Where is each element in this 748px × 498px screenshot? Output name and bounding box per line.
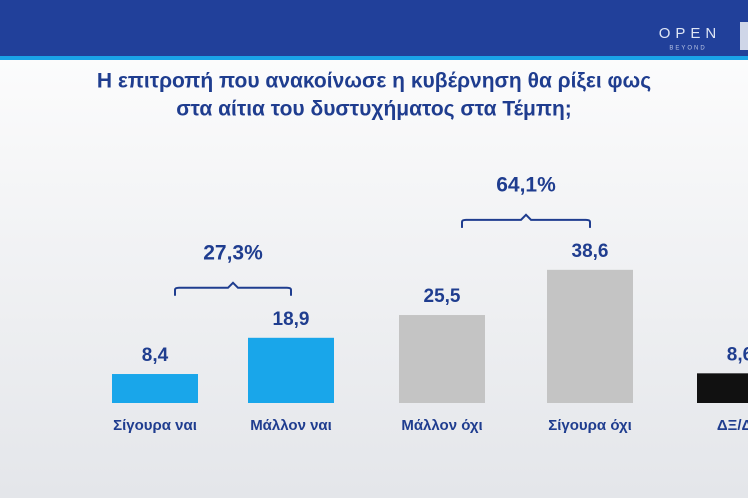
bar [399, 315, 485, 403]
value-label: 8,6 [727, 344, 748, 365]
value-label: 38,6 [572, 241, 609, 262]
group-brace [174, 281, 292, 296]
logo-tagline: BEYOND [669, 46, 706, 52]
group-brace [461, 213, 591, 228]
group-total: 27,3% [203, 241, 263, 264]
category-label: Μάλλον ναι [250, 417, 332, 434]
header-stripe [0, 56, 748, 60]
logo: OPEN [659, 25, 722, 42]
category-label: Μάλλον όχι [401, 417, 482, 434]
chart-title: Η επιτροπή που ανακοίνωσε η κυβέρνηση θα… [97, 70, 651, 93]
group-total: 64,1% [496, 173, 556, 196]
bar [547, 269, 633, 403]
chart-subtitle: στα αίτια του δυστυχήματος στα Τέμπη; [176, 98, 572, 121]
value-label: 18,9 [273, 309, 310, 330]
bar [697, 373, 748, 403]
logo-edge [740, 22, 748, 50]
header-bar [0, 0, 748, 56]
category-label: Σίγουρα ναι [113, 417, 197, 434]
category-label: Σίγουρα όχι [548, 417, 632, 434]
value-label: 25,5 [424, 286, 461, 307]
bar [112, 374, 198, 403]
category-label: ΔΞ/ΔΑ [717, 417, 748, 434]
value-label: 8,4 [142, 345, 169, 366]
bar [248, 337, 334, 403]
